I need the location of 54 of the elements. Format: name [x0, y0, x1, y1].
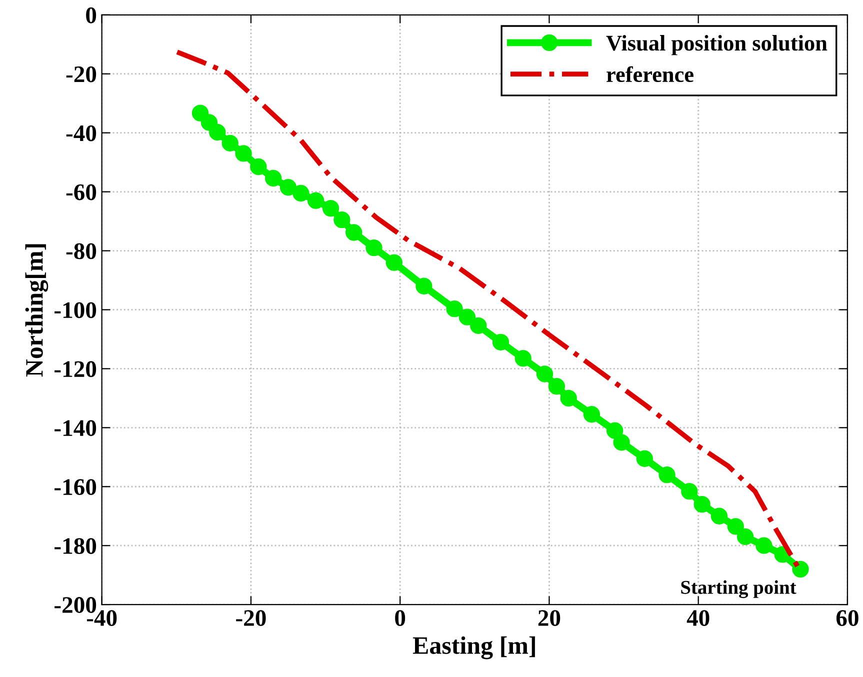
point — [710, 508, 728, 524]
point — [681, 483, 698, 500]
y-axis-title: Northing[m] — [25, 244, 48, 377]
legend-label: Visual position solution — [606, 35, 828, 56]
point — [492, 334, 510, 350]
point — [514, 350, 532, 367]
point — [292, 184, 310, 202]
point — [792, 560, 809, 578]
point — [209, 124, 226, 141]
point — [235, 145, 252, 162]
point — [346, 224, 362, 241]
y-tick-label: -20 — [66, 66, 96, 82]
y-tick-label: -140 — [54, 420, 96, 436]
y-tick-label: 0 — [86, 7, 96, 24]
point — [606, 422, 624, 439]
point — [280, 179, 297, 196]
legend-label: reference — [606, 66, 694, 82]
point — [458, 308, 476, 326]
x-tick-label: 60 — [836, 610, 858, 626]
point — [536, 366, 554, 382]
point — [727, 518, 744, 535]
point — [694, 496, 710, 513]
y-tick-label: -120 — [54, 361, 96, 378]
point — [613, 434, 630, 451]
y-tick-label: -40 — [66, 125, 96, 142]
point — [470, 317, 487, 334]
x-tick-label: 40 — [686, 610, 710, 626]
point — [366, 239, 382, 256]
annotation: Starting point — [681, 580, 796, 598]
point — [756, 537, 772, 554]
point — [416, 278, 432, 294]
y-tick-label: -60 — [66, 184, 96, 200]
point — [560, 390, 577, 407]
point — [222, 134, 238, 152]
point — [264, 170, 282, 187]
point — [636, 450, 653, 467]
y-tick-label: -100 — [54, 302, 96, 318]
x-tick-label: 0 — [395, 610, 406, 626]
point — [307, 192, 324, 209]
x-tick-label: 20 — [538, 610, 560, 626]
point — [250, 158, 267, 176]
point — [446, 300, 463, 318]
x-axis-title: Easting [m] — [412, 636, 535, 660]
point — [583, 406, 600, 423]
point — [386, 254, 402, 271]
point — [658, 466, 676, 484]
point — [334, 211, 350, 228]
y-tick-label: -160 — [54, 479, 96, 496]
point — [736, 528, 754, 546]
x-tick-label: -20 — [236, 610, 266, 626]
point — [548, 378, 566, 395]
point — [322, 200, 340, 217]
y-tick-label: -80 — [66, 243, 96, 260]
y-tick-label: -180 — [54, 538, 96, 554]
